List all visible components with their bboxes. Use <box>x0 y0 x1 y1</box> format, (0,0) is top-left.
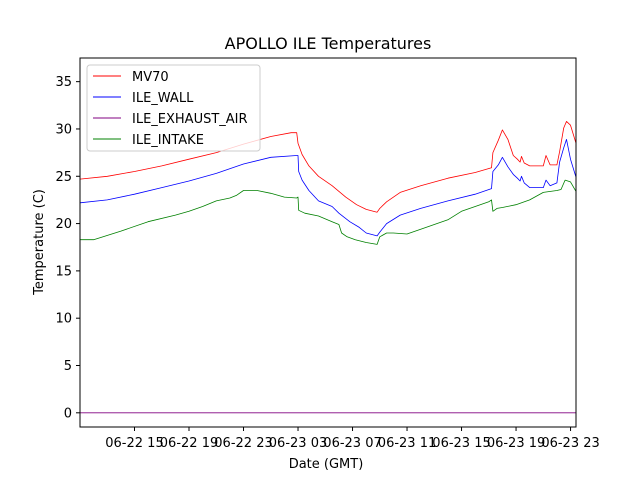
y-tick-label: 35 <box>55 75 72 90</box>
legend-label-ile-intake: ILE_INTAKE <box>132 133 204 148</box>
x-tick-label: 06-22 19 <box>160 436 218 451</box>
series-layer <box>80 121 576 414</box>
y-tick-label: 30 <box>55 122 72 137</box>
x-tick-label: 06-22 23 <box>214 436 272 451</box>
plot-area <box>79 57 577 428</box>
y-tick-label: 15 <box>55 264 72 279</box>
x-tick-label: 06-23 19 <box>487 436 545 451</box>
y-axis-label: Temperature (C) <box>32 189 47 296</box>
x-tick-label: 06-23 07 <box>323 436 381 451</box>
series-line-ile-intake <box>80 179 576 245</box>
x-tick-label: 06-23 15 <box>432 436 490 451</box>
legend-label-ile-wall: ILE_WALL <box>132 91 194 106</box>
legend-label-mv70: MV70 <box>132 70 169 85</box>
y-tick-label: 25 <box>55 170 72 185</box>
x-tick-label: 06-23 11 <box>378 436 436 451</box>
legend: MV70 ILE_WALL ILE_EXHAUST_AIR ILE_INTAKE <box>86 64 261 152</box>
series-line-mv70 <box>80 121 576 213</box>
y-tick-label: 20 <box>55 217 72 232</box>
y-tick-label: 0 <box>64 406 72 421</box>
legend-box <box>86 64 261 152</box>
y-tick-label: 5 <box>64 359 72 374</box>
x-tick-label: 06-22 15 <box>105 436 163 451</box>
plot-frame <box>79 57 577 428</box>
legend-label-ile-exhaust-air: ILE_EXHAUST_AIR <box>132 112 248 127</box>
x-tick-label: 06-23 23 <box>541 436 599 451</box>
x-axis-label: Date (GMT) <box>289 457 364 472</box>
y-axis: 0 5 10 15 20 25 30 35 <box>55 75 80 421</box>
y-tick-label: 10 <box>55 312 72 327</box>
series-line-ile-wall <box>80 139 576 237</box>
x-tick-label: 06-23 03 <box>269 436 327 451</box>
chart-title: APOLLO ILE Temperatures <box>225 34 432 53</box>
